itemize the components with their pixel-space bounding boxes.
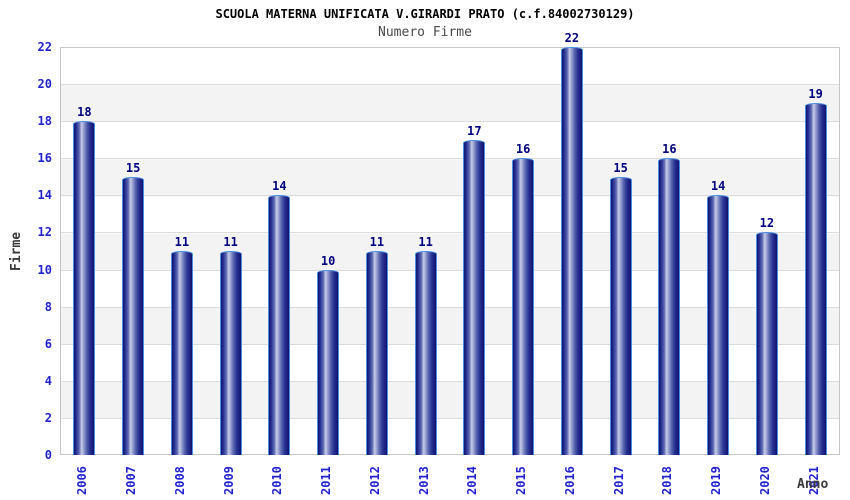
y-tick-label: 18 bbox=[37, 114, 52, 129]
bar bbox=[560, 47, 583, 455]
x-tick-label: 2012 bbox=[367, 466, 382, 496]
y-tick-label: 8 bbox=[44, 299, 52, 314]
gridline bbox=[61, 232, 839, 234]
bar bbox=[268, 195, 291, 455]
bar bbox=[414, 251, 437, 455]
gridline bbox=[61, 269, 839, 271]
bar-value-label: 11 bbox=[223, 235, 238, 249]
x-tick-label: 2015 bbox=[514, 466, 529, 496]
chart-subtitle: Numero Firme bbox=[378, 25, 472, 40]
bar-value-label: 18 bbox=[77, 105, 92, 120]
chart-title: SCUOLA MATERNA UNIFICATA V.GIRARDI PRATO… bbox=[215, 7, 635, 21]
x-tick-label: 2014 bbox=[465, 466, 480, 496]
x-tick-label: 2006 bbox=[75, 466, 90, 496]
y-tick-label: 10 bbox=[37, 262, 52, 277]
y-tick-label: 6 bbox=[44, 336, 52, 351]
bar-value-label: 16 bbox=[515, 142, 531, 157]
x-tick-label: 2011 bbox=[319, 466, 334, 496]
x-tick-label: 2020 bbox=[757, 466, 772, 496]
gridline bbox=[61, 158, 839, 160]
bar bbox=[658, 158, 681, 455]
bar-value-label: 15 bbox=[125, 160, 141, 175]
bar-value-label: 10 bbox=[320, 253, 336, 268]
bar bbox=[707, 195, 730, 455]
gridline bbox=[61, 121, 839, 123]
bar-value-label: 22 bbox=[564, 31, 580, 45]
x-tick-label: 2017 bbox=[611, 466, 626, 496]
y-tick-label: 12 bbox=[37, 225, 52, 240]
y-tick-label: 0 bbox=[44, 448, 52, 462]
gridline bbox=[61, 84, 839, 86]
bar-value-label: 15 bbox=[613, 160, 628, 175]
gridline bbox=[61, 380, 839, 382]
bar-value-label: 19 bbox=[808, 86, 823, 101]
x-tick-label: 2013 bbox=[416, 466, 431, 496]
bar bbox=[512, 158, 535, 455]
x-tick-label: 2019 bbox=[709, 466, 724, 496]
y-tick-label: 4 bbox=[44, 373, 52, 388]
bar bbox=[365, 251, 388, 455]
y-tick-label: 16 bbox=[37, 151, 52, 166]
y-tick-label: 22 bbox=[37, 40, 52, 54]
x-tick-label: 2010 bbox=[270, 466, 285, 496]
x-tick-label: 2016 bbox=[562, 466, 577, 496]
bar-value-label: 11 bbox=[369, 235, 385, 249]
gridline bbox=[61, 417, 839, 419]
bar bbox=[609, 176, 632, 455]
bar-value-label: 12 bbox=[759, 216, 775, 231]
bar bbox=[317, 269, 340, 455]
y-tick-label: 14 bbox=[37, 188, 52, 203]
bar-value-label: 14 bbox=[710, 179, 726, 194]
gridline bbox=[61, 306, 839, 308]
x-axis-label: Anno bbox=[797, 477, 829, 492]
gridline bbox=[61, 343, 839, 345]
bar bbox=[122, 176, 145, 455]
bar-value-label: 11 bbox=[418, 235, 433, 249]
x-tick-label: 2018 bbox=[660, 466, 675, 496]
y-tick-label: 2 bbox=[44, 410, 52, 425]
bar-value-label: 14 bbox=[272, 179, 287, 194]
y-tick-label: 20 bbox=[37, 77, 52, 92]
bar-value-label: 16 bbox=[662, 142, 677, 157]
bar bbox=[170, 251, 193, 455]
bar-value-label: 17 bbox=[467, 123, 482, 138]
bar bbox=[804, 102, 827, 455]
bar bbox=[755, 232, 778, 455]
x-tick-label: 2009 bbox=[221, 466, 236, 496]
x-tick-label: 2007 bbox=[124, 466, 139, 496]
x-tick-label: 2008 bbox=[172, 466, 187, 496]
gridline bbox=[61, 195, 839, 197]
bar bbox=[463, 139, 486, 455]
bar-value-label: 11 bbox=[174, 235, 190, 249]
bar bbox=[73, 121, 96, 455]
bar bbox=[219, 251, 242, 455]
